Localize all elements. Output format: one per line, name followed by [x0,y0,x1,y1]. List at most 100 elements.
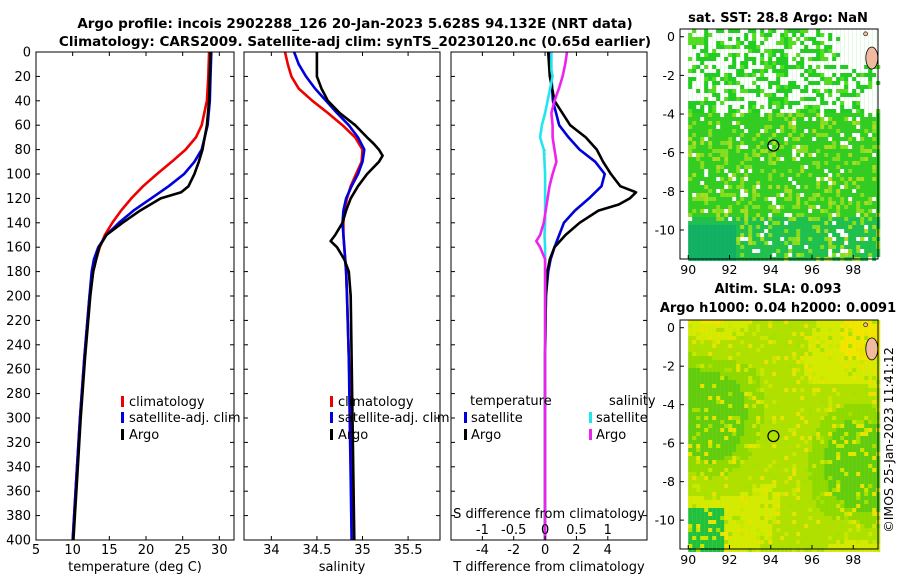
map-cell [836,464,841,468]
map-cell [804,113,809,117]
map-cell [808,444,813,448]
map-cell [864,93,869,97]
map-cell [748,61,753,65]
y-tick-label: 100 [6,168,31,183]
map-cell [716,237,721,241]
map-cell [776,125,781,129]
map-cell [732,113,737,117]
map-cell [732,408,737,412]
map-cell [768,193,773,197]
map-cell [724,65,729,69]
map-cell [808,420,813,424]
map-cell [844,249,849,253]
map-cell [696,57,701,61]
map-cell [720,69,725,73]
map-cell [860,320,865,324]
map-cell [800,324,805,328]
map-cell [864,217,869,221]
map-cell [792,45,797,49]
map-cell [872,404,877,408]
map-cell [832,428,837,432]
map-cell [804,65,809,69]
map-cell [696,193,701,197]
map-cell [700,145,705,149]
map-cell [748,169,753,173]
map-cell [716,61,721,65]
map-cell [772,33,777,37]
map-cell [788,29,793,33]
map-cell [840,456,845,460]
map-cell [824,241,829,245]
map-cell [868,41,873,45]
map-cell [840,432,845,436]
map-cell [748,412,753,416]
map-cell [808,356,813,360]
map-cell [792,324,797,328]
map-cell [708,404,713,408]
map-cell [784,440,789,444]
map-cell [744,205,749,209]
map-cell [828,408,833,412]
map-cell [776,460,781,464]
map-cell [804,173,809,177]
map-cell [752,49,757,53]
map-cell [804,145,809,149]
map-cell [760,392,765,396]
map-cell [764,368,769,372]
map-cell [848,137,853,141]
map-cell [764,213,769,217]
map-cell [744,428,749,432]
map-cell [836,384,841,388]
map-cell [864,396,869,400]
map-cell [788,452,793,456]
map-cell [716,392,721,396]
map-cell [696,420,701,424]
map-cell [764,396,769,400]
map-cell [816,476,821,480]
map-cell [716,424,721,428]
map-cell [848,344,853,348]
map-cell [760,360,765,364]
map-cell [796,169,801,173]
map-cell [792,81,797,85]
map-cell [728,416,733,420]
map-cell [732,480,737,484]
map-cell [776,89,781,93]
map-cell [748,133,753,137]
map-cell [748,225,753,229]
map-cell [836,205,841,209]
map-cell [872,424,877,428]
map-cell [736,145,741,149]
map-cell [820,41,825,45]
map-cell [828,448,833,452]
map-cell [872,388,877,392]
map-cell [760,153,765,157]
map-cell [848,348,853,352]
map-cell [732,105,737,109]
map-cell [732,356,737,360]
map-cell [864,49,869,53]
map-cell [812,157,817,161]
map-cell [712,237,717,241]
map-cell [840,332,845,336]
map-cell [812,185,817,189]
map-cell [740,205,745,209]
map-cell [700,400,705,404]
legend-sat-swatch [121,412,124,423]
map-cell [804,93,809,97]
map-cell [756,157,761,161]
map-cell [768,388,773,392]
map-cell [704,85,709,89]
map-cell [744,157,749,161]
map-cell [852,249,857,253]
map-cell [832,356,837,360]
map-cell [724,221,729,225]
map-cell [760,225,765,229]
map-cell [792,149,797,153]
map-cell [724,77,729,81]
map-cell [772,213,777,217]
map-cell [720,460,725,464]
map-cell [784,253,789,257]
map-cell [796,336,801,340]
map-cell [700,65,705,69]
